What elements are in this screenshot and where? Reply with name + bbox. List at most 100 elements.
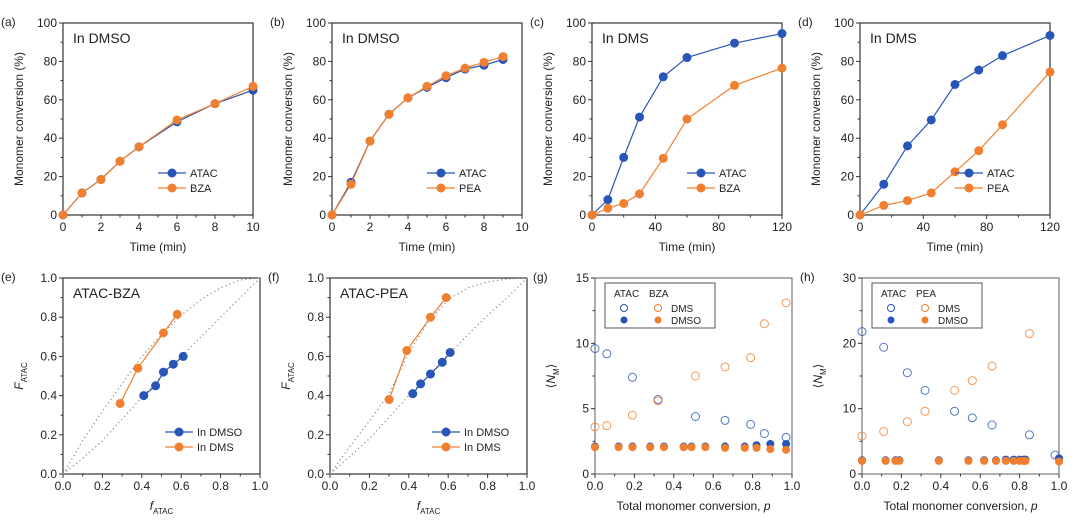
y-tick-label: 40 — [573, 131, 587, 145]
data-point — [168, 359, 178, 369]
x-tick-label: 6 — [174, 220, 181, 234]
y-axis-label: ⟨NM⟩ — [544, 364, 561, 389]
x-tick-label: 80 — [712, 220, 726, 234]
data-point — [158, 328, 168, 338]
data-point — [679, 443, 688, 452]
data-point — [58, 210, 68, 220]
data-point — [327, 210, 337, 220]
x-axis-label-sub: ATAC — [153, 507, 173, 516]
x-tick-label: 4 — [405, 220, 412, 234]
panel-annotation: In DMS — [870, 30, 917, 46]
series-line — [859, 71, 1051, 216]
x-tick-label: 2 — [98, 220, 105, 234]
panel-h: (h) 0.0 0.2 0.4 0.6 0.8 1.0 0 10 20 30 Total monome… — [800, 270, 1068, 513]
y-tick-label: 20 — [843, 336, 857, 350]
data-point — [858, 456, 866, 465]
x-tick-label: 0.4 — [932, 479, 949, 493]
reference-curve — [329, 277, 528, 475]
data-point — [777, 29, 787, 39]
data-point — [658, 153, 668, 163]
x-tick-label: 0.6 — [440, 479, 457, 493]
y-axis-label: Monomer conversion (%) — [12, 52, 26, 186]
x-tick-label: 0.8 — [1011, 479, 1028, 493]
y-tick-label: 100 — [834, 16, 854, 30]
data-point — [987, 361, 997, 371]
data-point — [178, 351, 188, 361]
x-axis-label: Time (min) — [399, 240, 456, 254]
data-point — [879, 179, 889, 189]
x-axis-label: Time (min) — [130, 240, 187, 254]
legend-label: PEA — [987, 183, 1010, 195]
x-axis-label-main: f — [417, 499, 422, 513]
y-tick-label: 30 — [843, 271, 857, 285]
legend-label: In DMS — [464, 442, 501, 454]
panel-label: (c) — [530, 15, 544, 29]
legend-marker — [620, 316, 628, 324]
data-point — [416, 379, 426, 389]
data-point — [498, 52, 508, 62]
x-tick-label: 0.2 — [361, 479, 378, 493]
x-axis-label-main: Total monomer conversion, — [883, 499, 1030, 513]
data-point — [759, 428, 769, 438]
x-tick-label: 0 — [329, 220, 336, 234]
x-tick-label: 0 — [60, 220, 67, 234]
data-point — [115, 156, 125, 166]
series-line — [591, 67, 783, 216]
data-point — [857, 327, 867, 337]
panel-label: (b) — [270, 15, 285, 29]
panel-label: (e) — [1, 270, 16, 284]
legend-header: PEA — [916, 289, 936, 300]
legend-marker — [174, 442, 184, 452]
y-tick-label: 80 — [573, 54, 587, 68]
panel-label: (f) — [268, 270, 279, 284]
legend-marker — [964, 183, 974, 193]
panel-label: (h) — [800, 270, 815, 284]
plot-frame — [331, 22, 523, 216]
legend-header: ATAC — [881, 289, 906, 300]
panel-d: (d) 0 40 80 120 0 20 40 60 80 100 Time (min) Monomer… — [798, 15, 1060, 254]
y-axis-label-main: F — [279, 382, 293, 390]
data-point — [479, 57, 489, 67]
legend-marker — [921, 316, 929, 324]
x-tick-label: 120 — [1040, 220, 1060, 234]
data-point — [855, 210, 865, 220]
legend-header: BZA — [649, 289, 669, 300]
y-tick-label: 0.6 — [307, 349, 324, 363]
y-tick-label: 0 — [50, 208, 57, 222]
y-axis-label-sub: ATAC — [20, 362, 29, 382]
panel-label: (a) — [1, 15, 16, 29]
data-point — [682, 53, 692, 63]
x-tick-label: 0.8 — [479, 479, 496, 493]
data-point — [402, 346, 412, 356]
data-point — [1024, 329, 1034, 339]
y-tick-label: 1.0 — [307, 271, 324, 285]
data-point — [158, 367, 168, 377]
data-point — [139, 391, 149, 401]
x-tick-label: 80 — [980, 220, 994, 234]
legend-marker — [887, 304, 895, 312]
y-tick-label: 80 — [313, 54, 327, 68]
y-tick-label: 0.0 — [307, 467, 324, 481]
legend-header: ATAC — [614, 289, 639, 300]
legend-marker — [654, 304, 662, 312]
x-tick-label: 0.4 — [665, 479, 682, 493]
series-in-dms — [115, 309, 182, 408]
data-point — [603, 203, 613, 213]
data-point — [964, 456, 973, 465]
data-point — [445, 347, 455, 357]
legend-label: In DMSO — [464, 427, 510, 439]
x-tick-label: 40 — [917, 220, 931, 234]
x-axis-label: fATAC — [417, 499, 441, 516]
data-point — [619, 152, 629, 162]
y-axis-bracket-open: ⟨ — [544, 384, 558, 389]
data-point — [422, 81, 432, 91]
data-point — [998, 120, 1007, 130]
x-axis-label-main: Total monomer conversion, — [616, 499, 763, 513]
x-axis-label-var: p — [1030, 499, 1038, 513]
data-point — [950, 406, 960, 416]
data-point — [879, 200, 889, 210]
series-bza — [587, 63, 787, 220]
data-point — [1055, 457, 1063, 466]
data-point — [646, 443, 655, 452]
